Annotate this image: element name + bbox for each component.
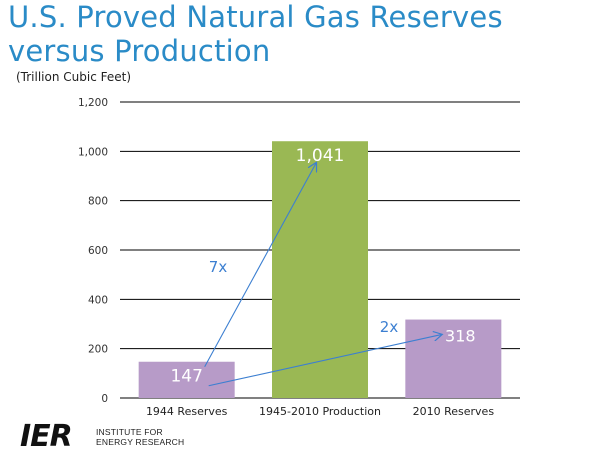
growth-arrow (208, 335, 442, 387)
growth-multiplier-label: 7x (209, 258, 228, 276)
x-tick-label: 1945-2010 Production (259, 405, 381, 418)
data-label: 147 (170, 367, 202, 387)
ier-logo-line-2: Energy Research (96, 437, 185, 447)
bar (138, 361, 235, 398)
chart-title: U.S. Proved Natural Gas Reserves versus … (8, 0, 503, 68)
y-tick-label: 600 (88, 245, 108, 257)
x-tick-label: 1944 Reserves (146, 405, 228, 418)
ier-logo-line-1: Institute for (96, 427, 163, 437)
ier-logo-mark: IER (20, 419, 73, 454)
y-tick-label: 800 (88, 196, 108, 208)
y-tick-label: 0 (101, 393, 108, 405)
growth-arrow (204, 163, 316, 368)
y-axis: 0 200 400 600 800 1,000 1,200 (78, 97, 108, 405)
ier-logo: IER Institute for Energy Research (20, 422, 220, 458)
bar (272, 141, 368, 398)
chart-subtitle: (Trillion Cubic Feet) (16, 70, 132, 84)
y-tick-label: 1,000 (78, 146, 108, 158)
y-tick-label: 1,200 (78, 97, 108, 109)
chart-title-line-1: U.S. Proved Natural Gas Reserves (8, 0, 503, 34)
bars (138, 141, 502, 398)
y-tick-label: 200 (88, 344, 108, 356)
y-tick-label: 400 (88, 294, 108, 306)
x-axis: 1944 Reserves 1945-2010 Production 2010 Re… (146, 405, 494, 418)
chart-title-line-2: versus Production (8, 34, 271, 68)
data-label: 1,041 (296, 146, 345, 166)
data-label: 318 (445, 327, 476, 346)
data-labels: 147 1,041 318 (170, 146, 475, 387)
growth-multiplier-label: 2x (380, 318, 399, 336)
x-tick-label: 2010 Reserves (413, 405, 495, 418)
growth-arrows: 7x 2x (204, 163, 442, 387)
bar (405, 319, 502, 398)
ier-logo-text: Institute for Energy Research (96, 427, 184, 447)
